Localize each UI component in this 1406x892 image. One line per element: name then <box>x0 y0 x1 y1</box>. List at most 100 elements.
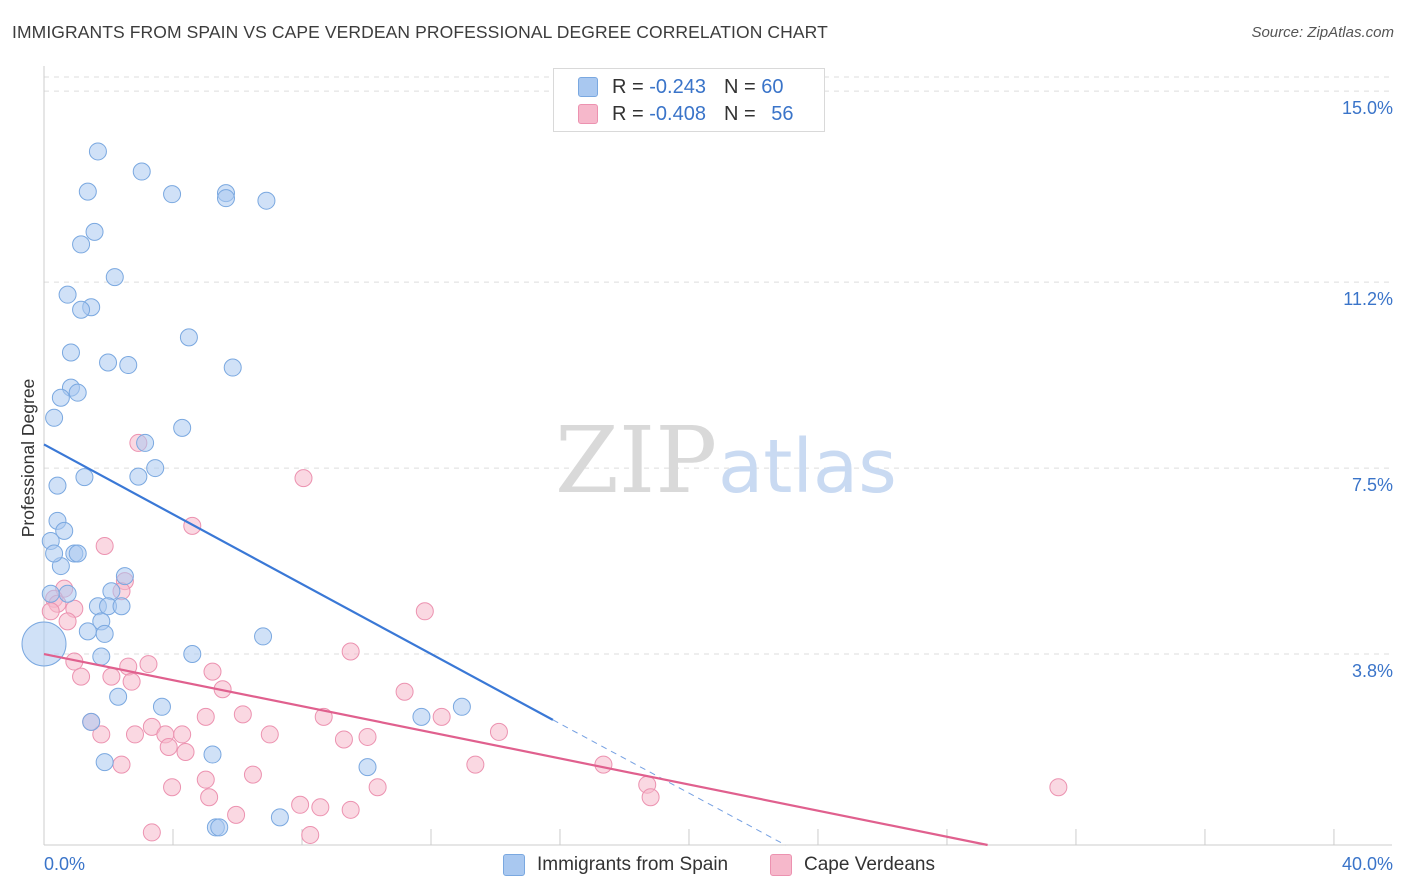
spain-point <box>109 687 128 706</box>
cape-verdean-point <box>142 717 161 736</box>
cape-verdean-trend-line <box>43 652 988 847</box>
spain-point <box>105 268 124 287</box>
spain-point <box>163 185 182 204</box>
spain-point <box>78 182 97 201</box>
spain-point <box>41 584 60 603</box>
spain-point <box>136 433 155 452</box>
legend-n-label: N = <box>723 75 756 98</box>
legend-n-value: 60 <box>761 75 784 98</box>
legend-r-value: -0.243 <box>649 75 706 98</box>
spain-point <box>95 753 114 772</box>
cape-verdean-point <box>358 727 377 746</box>
cape-verdean-point <box>102 667 121 686</box>
legend-n-value: 56 <box>771 102 794 125</box>
y-tick-label: 11.2% <box>1343 289 1393 309</box>
spain-point <box>146 459 165 478</box>
cape-verdean-point <box>395 682 414 701</box>
spain-point <box>85 222 104 241</box>
correlation-legend: R = -0.243 N = 60 R = -0.408 N = 56 <box>553 68 825 132</box>
spain-point <box>92 647 111 666</box>
y-tick-label: 7.5% <box>1352 475 1393 495</box>
cape-verdean-point <box>311 798 330 817</box>
spain-point <box>112 597 131 616</box>
spain-point <box>51 388 70 407</box>
cape-verdean-point <box>72 667 91 686</box>
spain-points <box>21 142 471 837</box>
cape-verdean-point <box>233 705 252 724</box>
spain-point <box>270 808 289 827</box>
cape-verdean-point <box>95 536 114 555</box>
cape-verdean-point <box>200 788 219 807</box>
trend-lines <box>43 443 988 847</box>
tick-labels: 3.8% 7.5% 11.2% 15.0% 0.0% 40.0% Professional … <box>18 98 1393 874</box>
cape-verdean-point <box>142 823 161 842</box>
spain-point <box>129 467 148 486</box>
spain-point <box>452 697 471 716</box>
cape-verdean-point <box>341 642 360 661</box>
cape-verdean-point <box>176 743 195 762</box>
spain-point <box>68 383 87 402</box>
spain-point <box>223 358 242 377</box>
watermark-atlas: atlas <box>718 424 897 510</box>
spain-point <box>99 353 118 372</box>
spain-point <box>58 285 77 304</box>
legend-r-value: -0.408 <box>649 102 706 125</box>
cape-verdean-point <box>163 778 182 797</box>
cape-verdean-point <box>594 755 613 774</box>
legend-series-label: Immigrants from Spain <box>537 854 729 875</box>
y-tick-label: 3.8% <box>1352 661 1393 681</box>
legend-row-spain: R = -0.243 N = 60 <box>578 74 783 100</box>
series-legend-cape-verdeans: Cape Verdeans <box>770 852 935 878</box>
cape-verdean-point <box>334 730 353 749</box>
cape-verdean-point <box>260 725 279 744</box>
spain-point <box>102 582 121 601</box>
cape-verdean-point <box>466 755 485 774</box>
cape-verdean-point <box>641 788 660 807</box>
cape-verdean-point <box>203 662 222 681</box>
spain-point <box>216 189 235 208</box>
spain-point <box>203 745 222 764</box>
spain-point <box>412 707 431 726</box>
legend-swatch-pink <box>770 854 792 876</box>
series-legend-spain: Immigrants from Spain <box>503 852 728 878</box>
y-tick-label: 15.0% <box>1342 98 1393 118</box>
spain-point <box>58 584 77 603</box>
spain-point <box>119 356 138 375</box>
spain-point <box>115 567 134 586</box>
cape-verdean-point <box>92 725 111 744</box>
spain-point <box>257 191 276 210</box>
cape-verdean-point <box>415 602 434 621</box>
spain-trend-line <box>43 443 554 721</box>
spain-point <box>72 235 91 254</box>
legend-swatch-pink <box>578 104 598 124</box>
spain-point <box>152 697 171 716</box>
cape-verdean-point <box>159 737 178 756</box>
y-axis-label: Professional Degree <box>18 379 38 538</box>
cape-verdean-point <box>173 725 192 744</box>
cape-verdean-point <box>139 655 158 674</box>
spain-point <box>78 622 97 641</box>
watermark: ZIP atlas <box>555 407 897 514</box>
cape-verdean-point <box>125 725 144 744</box>
x-tick-label: 40.0% <box>1342 854 1393 874</box>
cape-verdean-point <box>112 755 131 774</box>
spain-point <box>55 521 74 540</box>
cape-verdean-point <box>368 778 387 797</box>
cape-verdean-point <box>1049 778 1068 797</box>
spain-trend-extension <box>552 719 786 846</box>
cape-verdean-point <box>58 612 77 631</box>
spain-point <box>45 408 64 427</box>
legend-r-label: R = <box>612 102 644 125</box>
cape-verdean-point <box>489 722 508 741</box>
x-tick-label: 0.0% <box>44 854 85 874</box>
spain-point <box>88 142 107 161</box>
spain-point <box>75 468 94 487</box>
legend-n-label: N = <box>723 102 756 125</box>
spain-point <box>48 476 67 495</box>
cape-verdean-point <box>243 765 262 784</box>
spain-point <box>21 621 67 667</box>
legend-series-label: Cape Verdeans <box>804 854 935 875</box>
spain-point <box>95 624 114 643</box>
cape-verdean-point <box>122 672 141 691</box>
